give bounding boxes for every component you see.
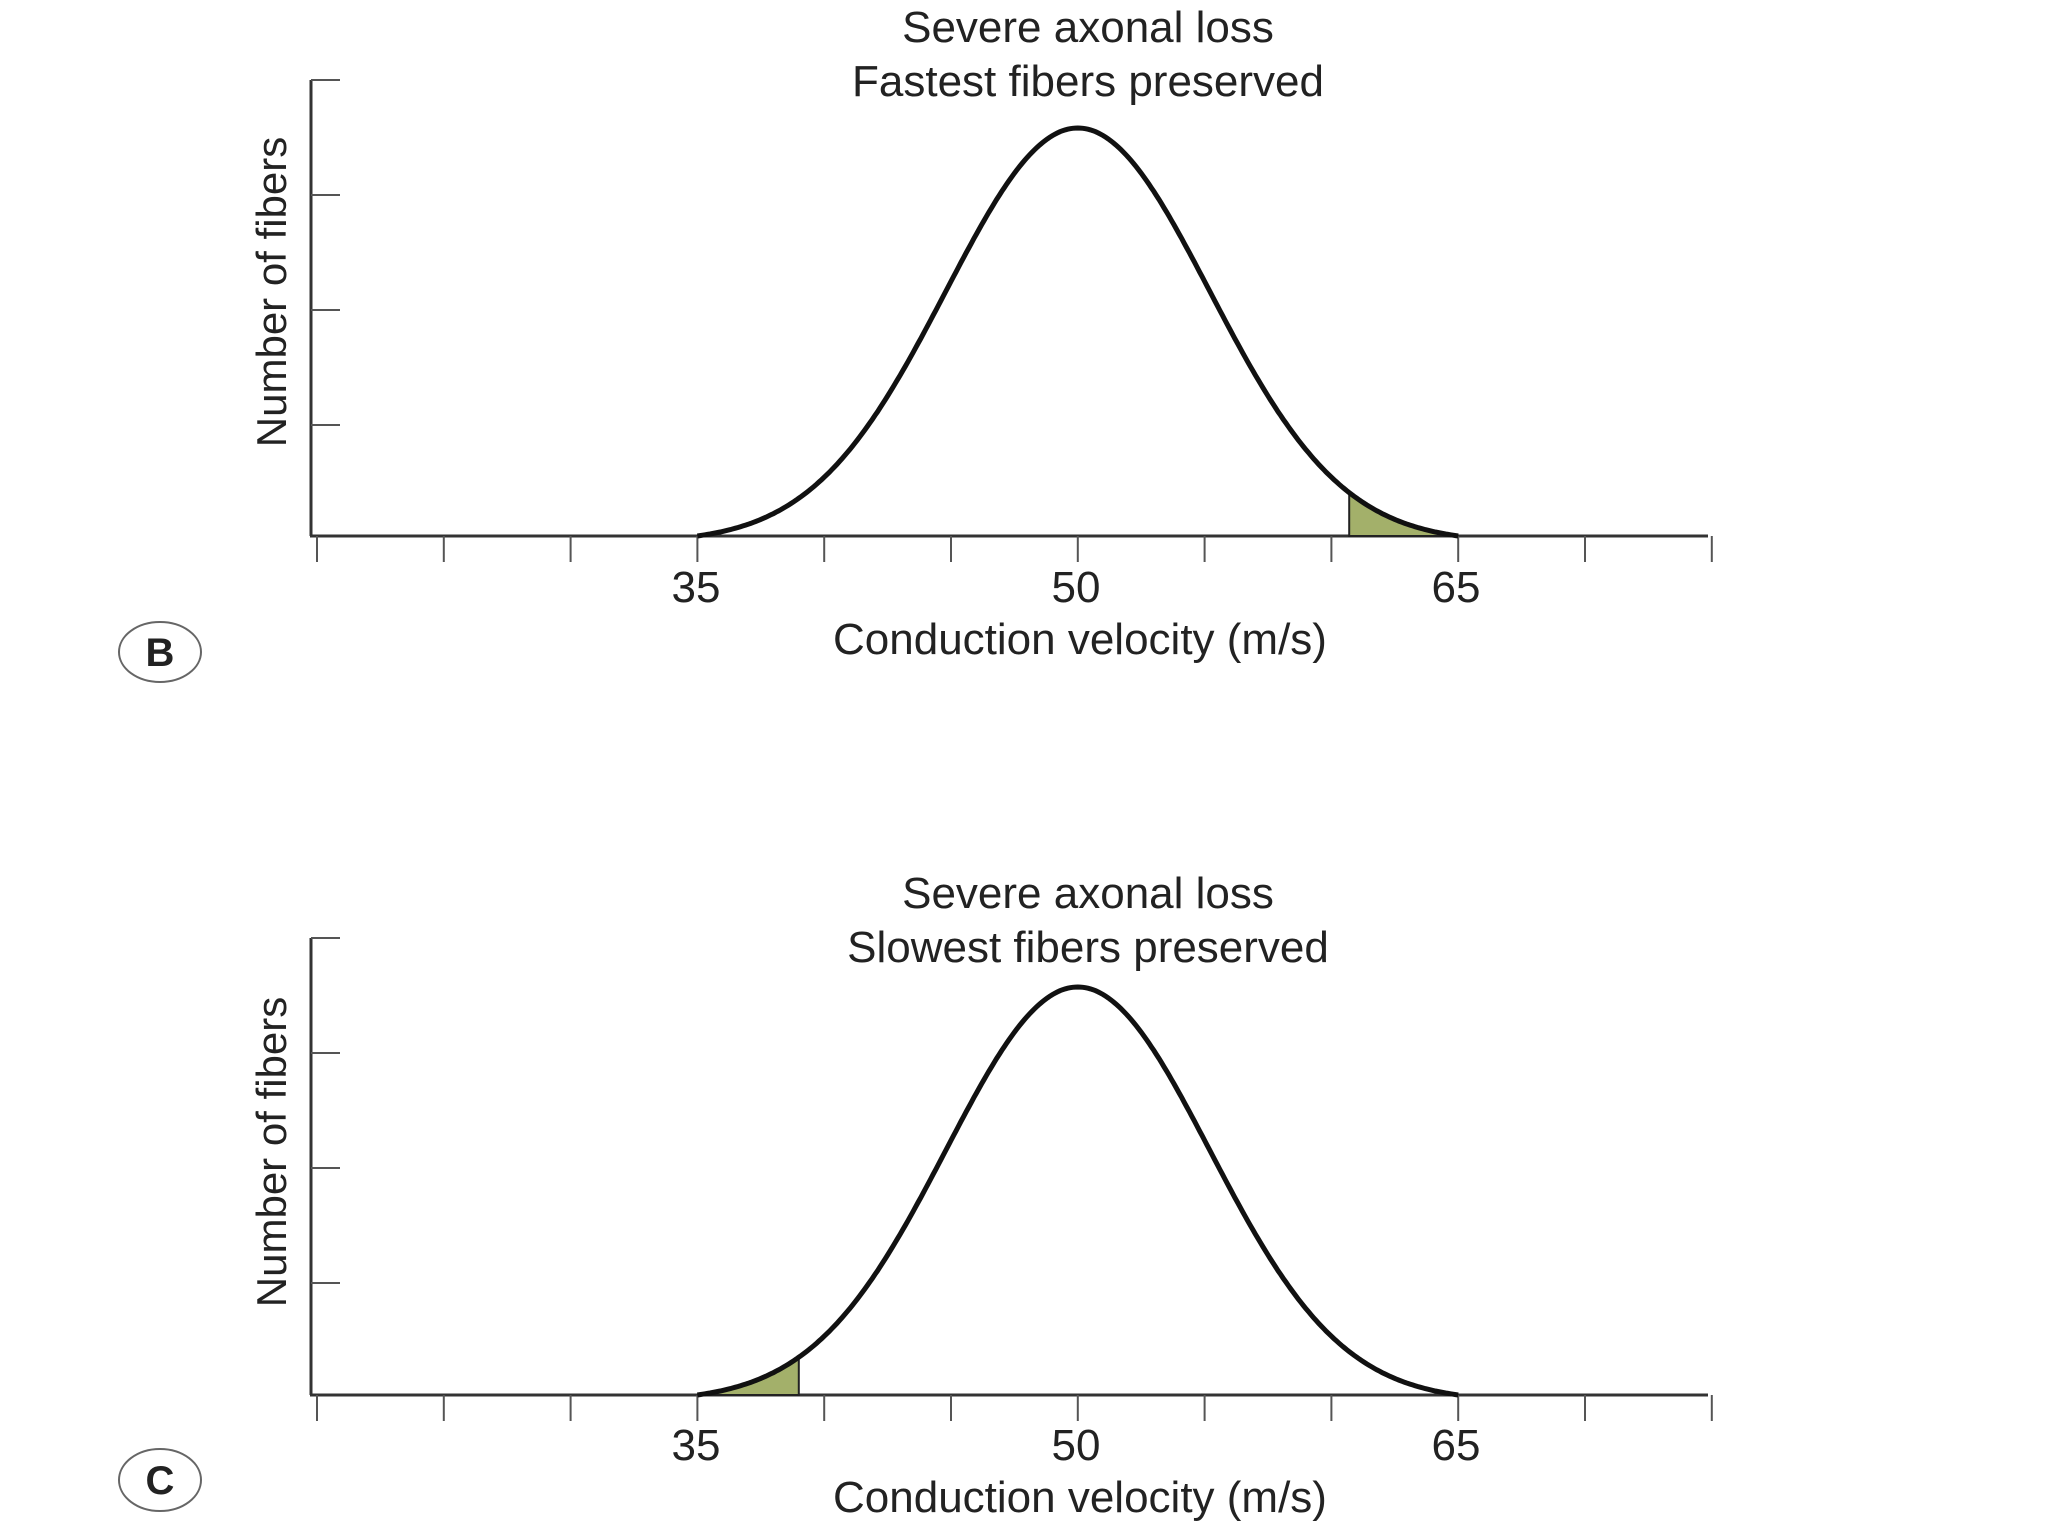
panel-c-tick-label-35: 35 <box>672 1421 721 1470</box>
panel-c-title-line1: Severe axonal loss <box>902 869 1274 918</box>
panel-c-y-axis-label: Number of fibers <box>248 997 295 1307</box>
panel-b-distribution-curve <box>697 125 1459 539</box>
panel-c-y-axis <box>309 937 340 1395</box>
panel-b-title-line2: Fastest fibers preserved <box>852 57 1324 106</box>
panel-b-y-axis-label: Number of fibers <box>248 137 295 447</box>
panel-c-letter: C <box>146 1459 175 1503</box>
panel-b-y-axis <box>309 79 340 536</box>
panel-c-chart: Severe axonal loss Slowest fibers preser… <box>118 869 1713 1522</box>
panel-b-title-line1: Severe axonal loss <box>902 3 1274 52</box>
panel-c-title-line2: Slowest fibers preserved <box>847 923 1329 972</box>
panel-b-tick-label-65: 65 <box>1432 563 1481 612</box>
panel-b-tick-label-35: 35 <box>672 563 721 612</box>
panel-b-letter: B <box>146 631 175 675</box>
panel-c-tick-label-65: 65 <box>1432 1421 1481 1470</box>
panel-b-x-axis <box>310 534 1713 562</box>
panel-b-chart: Severe axonal loss Fastest fibers preser… <box>118 3 1713 683</box>
panel-b-x-axis-label: Conduction velocity (m/s) <box>833 615 1327 664</box>
panel-c-x-axis-label: Conduction velocity (m/s) <box>833 1473 1327 1522</box>
panel-c-tick-label-50: 50 <box>1052 1421 1101 1470</box>
panel-c-preserved-fibers-area <box>697 1355 800 1396</box>
panel-c-x-axis <box>310 1393 1713 1421</box>
panel-b-tick-label-50: 50 <box>1052 563 1101 612</box>
panel-b-letter-badge: B <box>118 621 202 683</box>
panel-b-preserved-fibers-area <box>1348 490 1459 537</box>
panel-c-distribution-curve <box>697 984 1459 1398</box>
panel-c-letter-badge: C <box>118 1448 202 1512</box>
